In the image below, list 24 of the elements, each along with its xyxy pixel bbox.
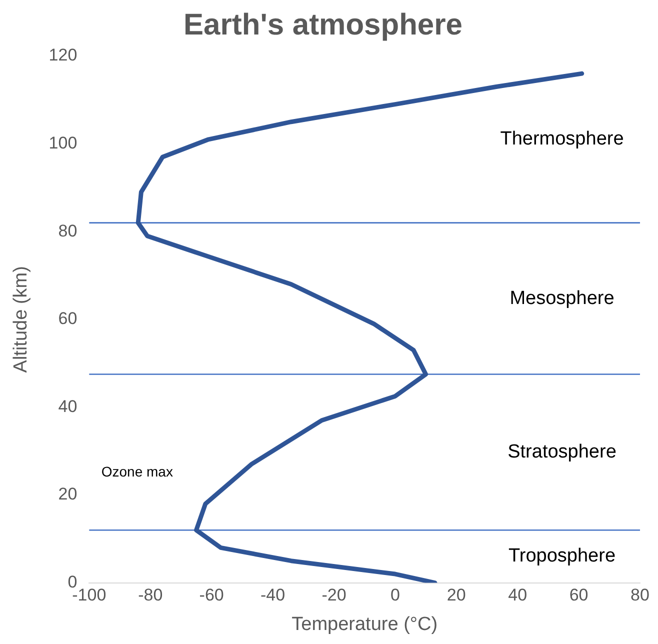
x-axis-title: Temperature (°C) (292, 614, 438, 635)
annotation: Mesosphere (510, 288, 614, 309)
y-tick-label: 20 (58, 484, 78, 504)
x-tick-label: 0 (390, 586, 400, 605)
annotation: Stratosphere (508, 441, 616, 462)
x-tick-label: -40 (260, 586, 286, 605)
y-tick-label: 60 (58, 309, 78, 328)
x-tick-label: -60 (199, 586, 224, 605)
x-tick-label: 40 (508, 586, 528, 605)
y-tick-label: 80 (58, 221, 78, 240)
x-tick-label: -20 (322, 586, 346, 605)
x-tick-label: 60 (569, 586, 588, 605)
y-tick-label: 40 (58, 396, 78, 416)
chart-title: Earth's atmosphere (184, 8, 462, 42)
x-tick-label: 80 (630, 586, 650, 605)
y-tick-label: 0 (68, 572, 78, 592)
y-axis-title: Altitude (km) (10, 266, 32, 373)
y-tick-label: 100 (48, 133, 78, 152)
annotation: Ozone max (101, 464, 173, 480)
x-tick-label: -80 (138, 586, 163, 605)
x-tick-label: 20 (446, 586, 466, 605)
annotation: Troposphere (508, 546, 616, 567)
y-tick-label: 120 (48, 46, 78, 65)
annotation: Thermosphere (500, 128, 624, 150)
